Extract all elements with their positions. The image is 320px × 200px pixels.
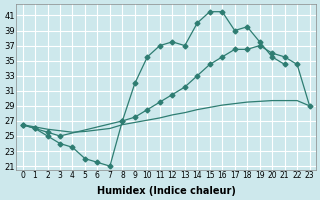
X-axis label: Humidex (Indice chaleur): Humidex (Indice chaleur) [97,186,236,196]
